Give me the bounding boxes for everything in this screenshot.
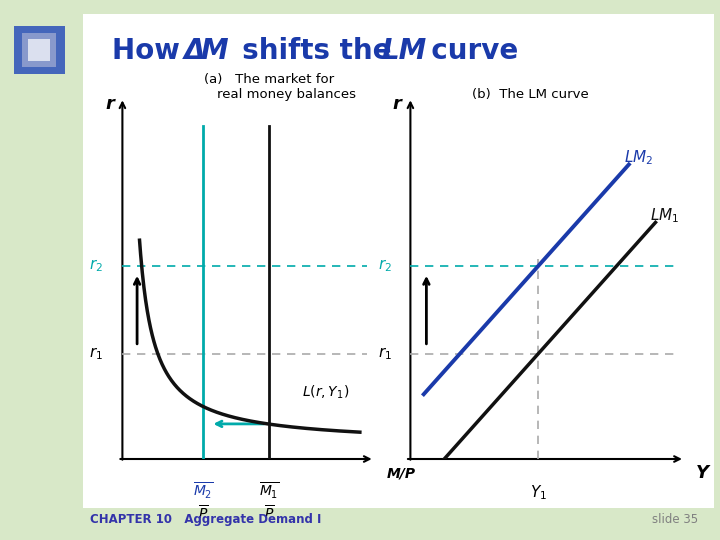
Text: $\overline{P}$: $\overline{P}$ [198,504,208,523]
Text: $\overline{M_1}$: $\overline{M_1}$ [259,480,279,501]
Text: (b)  The LM curve: (b) The LM curve [472,88,589,101]
Text: $LM_2$: $LM_2$ [624,148,653,167]
Text: r: r [392,96,402,113]
Bar [28,39,50,62]
Text: $r_1$: $r_1$ [89,346,103,362]
Text: slide 35: slide 35 [652,513,698,526]
Text: M: M [200,37,228,65]
Text: $\overline{P}$: $\overline{P}$ [264,504,274,523]
Text: $Y_1$: $Y_1$ [530,484,546,502]
Text: $L(r, Y_1)$: $L(r, Y_1)$ [302,383,349,401]
Text: (a)   The market for
        real money balances: (a) The market for real money balances [183,73,356,101]
Text: M/P: M/P [387,466,415,480]
Text: $LM_1$: $LM_1$ [650,206,680,225]
Text: LM: LM [382,37,427,65]
Text: curve: curve [412,37,518,65]
Text: r: r [106,96,114,113]
Text: $\overline{M_2}$: $\overline{M_2}$ [193,480,213,501]
Text: CHAPTER 10   Aggregate Demand I: CHAPTER 10 Aggregate Demand I [90,513,321,526]
Text: Y: Y [696,464,708,482]
Text: $r_1$: $r_1$ [378,346,392,362]
Text: $r_2$: $r_2$ [89,258,103,274]
Bar [14,26,65,74]
Bar [22,33,56,67]
Text: How: How [112,37,189,65]
Text: shifts the: shifts the [223,37,411,65]
Text: Δ: Δ [184,37,205,65]
Text: $r_2$: $r_2$ [378,258,392,274]
